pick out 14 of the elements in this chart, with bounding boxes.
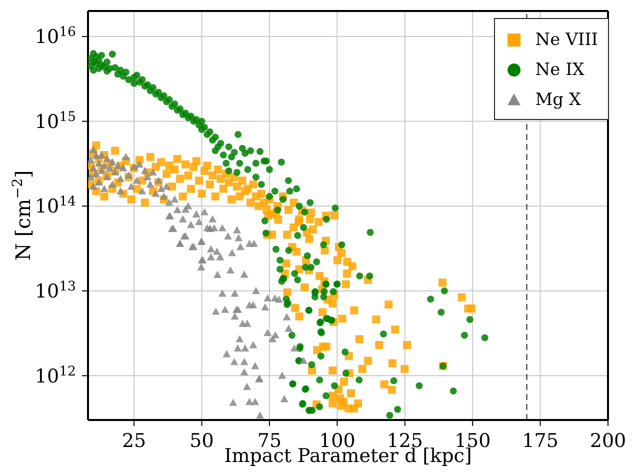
legend-label: Ne IX bbox=[535, 59, 584, 82]
y-tick-label: 10$^{14}$ bbox=[34, 194, 76, 218]
x-tick-label: 50 bbox=[190, 430, 214, 452]
y-tick-label: 10$^{13}$ bbox=[34, 279, 76, 303]
y-tick-label: 10$^{12}$ bbox=[34, 364, 76, 388]
y-tick-label: 10$^{16}$ bbox=[34, 24, 76, 48]
x-tick-label: 175 bbox=[522, 430, 558, 452]
x-tick-label: 75 bbox=[257, 430, 282, 452]
legend-label: Ne VIII bbox=[535, 29, 598, 52]
x-tick-label: 200 bbox=[590, 430, 626, 452]
legend-label: Mg X bbox=[535, 89, 582, 112]
x-tick-label: 100 bbox=[319, 430, 356, 452]
x-tick-label: 25 bbox=[122, 430, 146, 452]
y-tick-label: 10$^{15}$ bbox=[34, 109, 76, 133]
